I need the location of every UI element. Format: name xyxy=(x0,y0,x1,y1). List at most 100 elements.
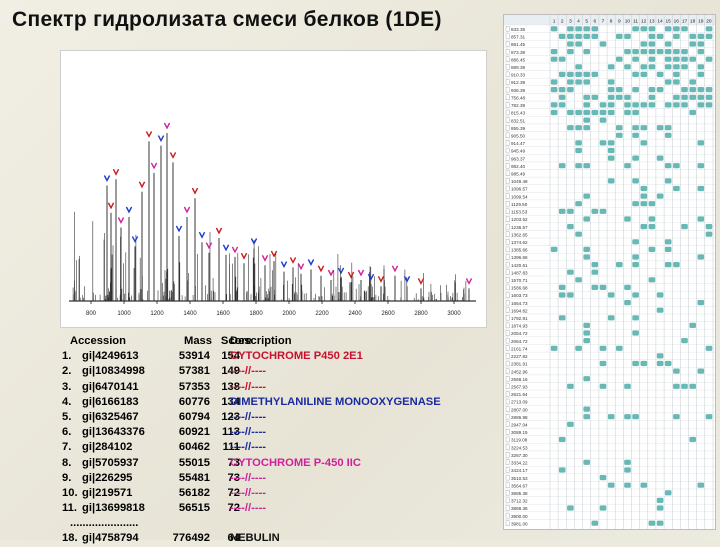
matrix-match-cell xyxy=(550,56,558,62)
peak-match-marker xyxy=(337,267,345,275)
result-mass: 60794 xyxy=(178,410,210,423)
matrix-row-checkbox xyxy=(505,216,510,222)
matrix-match-cell xyxy=(599,41,607,47)
matrix-column-header: 13 xyxy=(649,19,655,25)
result-mass: 56182 xyxy=(178,486,210,499)
matrix-row-checkbox xyxy=(505,140,510,146)
matrix-row-label: 3685.38 xyxy=(511,491,528,496)
matrix-match-cell xyxy=(567,269,574,275)
header-description: Description xyxy=(230,335,292,347)
result-accession: gi|6166183 xyxy=(82,395,139,408)
matrix-match-cell xyxy=(591,71,599,77)
matrix-row-checkbox xyxy=(505,41,510,47)
matrix-match-cell xyxy=(664,26,672,32)
matrix-match-cell xyxy=(575,64,582,70)
matrix-match-cell xyxy=(575,231,582,237)
matrix-match-cell xyxy=(558,284,566,290)
matrix-match-cell xyxy=(624,383,631,389)
matrix-row-checkbox xyxy=(505,315,510,321)
matrix-row-label: 2621.64 xyxy=(511,392,528,397)
matrix-match-cell xyxy=(550,246,558,252)
peak-match-marker xyxy=(222,244,230,252)
result-score: 123 xyxy=(221,410,240,423)
matrix-column-header: 8 xyxy=(610,19,613,25)
matrix-match-cell xyxy=(697,94,705,100)
matrix-match-cell xyxy=(583,254,590,260)
matrix-match-cell xyxy=(632,414,639,420)
matrix-match-cell xyxy=(575,41,582,47)
result-rank: 7. xyxy=(62,441,72,454)
matrix-row-checkbox xyxy=(505,505,510,511)
matrix-match-cell xyxy=(575,201,582,207)
matrix-match-cell xyxy=(567,79,574,85)
matrix-match-cell xyxy=(673,26,680,32)
matrix-row-label: 873.38 xyxy=(511,50,525,55)
result-accession: gi|10834998 xyxy=(82,365,145,378)
matrix-row-label: 910.33 xyxy=(511,73,525,78)
peak-match-marker xyxy=(240,252,248,260)
result-rank: 18. xyxy=(62,532,78,545)
matrix-match-cell xyxy=(599,140,607,146)
matrix-match-cell xyxy=(632,262,639,268)
matrix-row-checkbox xyxy=(505,497,510,504)
matrix-match-cell xyxy=(624,33,631,39)
matrix-match-cell xyxy=(656,155,664,161)
matrix-row-checkbox xyxy=(505,512,510,519)
matrix-column-header: 19 xyxy=(698,19,704,25)
matrix-match-cell xyxy=(550,109,558,116)
matrix-row-label: 2807.00 xyxy=(511,407,528,412)
matrix-match-cell xyxy=(567,49,574,55)
matrix-row-label: 756.48 xyxy=(511,96,525,101)
matrix-row-checkbox xyxy=(505,147,510,154)
matrix-match-cell xyxy=(673,94,680,100)
matrix-row-checkbox xyxy=(505,102,510,108)
matrix-match-cell xyxy=(575,125,582,131)
matrix-row-label: 905.50 xyxy=(511,134,525,139)
matrix-column-header: 5 xyxy=(585,19,588,25)
matrix-row-checkbox xyxy=(505,391,510,397)
matrix-match-cell xyxy=(648,56,656,62)
matrix-row-label: 985.49 xyxy=(511,172,525,177)
ellipsis-text: ...................... xyxy=(70,517,139,530)
matrix-row-checkbox xyxy=(505,482,510,488)
matrix-row-label: 3089.15 xyxy=(511,430,528,435)
matrix-match-cell xyxy=(697,300,705,306)
matrix-row-checkbox xyxy=(505,64,510,70)
peak-match-marker xyxy=(327,269,335,277)
matrix-row-checkbox xyxy=(505,254,510,260)
matrix-match-cell xyxy=(697,482,705,488)
matrix-row-label: 1420.61 xyxy=(511,263,528,268)
matrix-match-cell xyxy=(656,307,664,313)
matrix-row-checkbox xyxy=(505,292,510,298)
matrix-match-cell xyxy=(583,117,590,123)
matrix-match-cell xyxy=(689,322,696,328)
result-mass: 56515 xyxy=(178,502,210,515)
matrix-match-cell xyxy=(583,193,590,199)
result-score: 72 xyxy=(227,502,240,515)
spectrum-tick-label: 800 xyxy=(86,311,97,317)
matrix-match-cell xyxy=(640,140,648,146)
matrix-row-checkbox xyxy=(505,208,510,215)
matrix-match-cell xyxy=(697,41,705,47)
matrix-match-cell xyxy=(567,26,574,32)
header-accession: Accession xyxy=(70,335,126,347)
matrix-match-cell xyxy=(599,102,607,108)
matrix-match-cell xyxy=(656,353,664,359)
matrix-match-cell xyxy=(648,201,656,207)
result-description: CYTOCHROME P-450 IIC xyxy=(230,456,361,469)
result-score: 149 xyxy=(221,365,240,378)
matrix-match-cell xyxy=(640,482,648,488)
matrix-match-cell xyxy=(664,178,672,184)
matrix-match-cell xyxy=(648,49,656,55)
matrix-match-cell xyxy=(648,26,656,32)
matrix-match-cell xyxy=(583,406,590,412)
matrix-match-cell xyxy=(673,414,680,420)
matrix-match-cell xyxy=(550,49,558,55)
matrix-match-cell xyxy=(558,467,566,473)
matrix-match-cell xyxy=(705,87,713,93)
mass-spectrum: 800 1000 1200 1400 1600 1800 2000 2200 2400 2600 2… xyxy=(60,50,487,328)
matrix-match-cell xyxy=(640,64,648,70)
matrix-match-cell xyxy=(648,94,656,100)
matrix-match-cell xyxy=(550,345,558,351)
matrix-match-cell xyxy=(599,117,607,123)
